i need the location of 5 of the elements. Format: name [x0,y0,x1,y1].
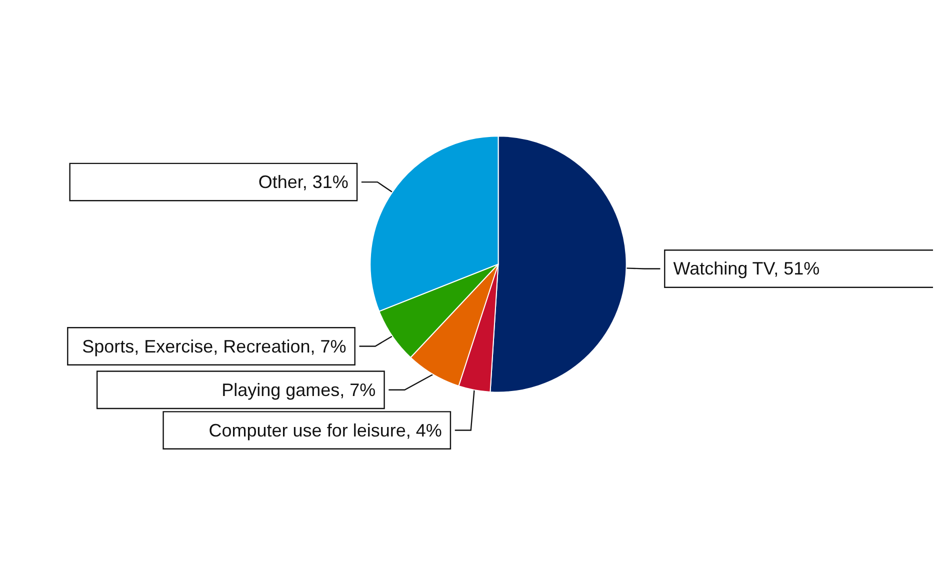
slice-label: Sports, Exercise, Recreation, 7% [82,336,346,356]
slice-label: Other, 31% [258,172,348,192]
slice-label: Watching TV, 51% [673,258,820,279]
slice-label: Computer use for leisure, 4% [208,420,442,440]
slice-label: Playing games, 7% [222,380,376,400]
